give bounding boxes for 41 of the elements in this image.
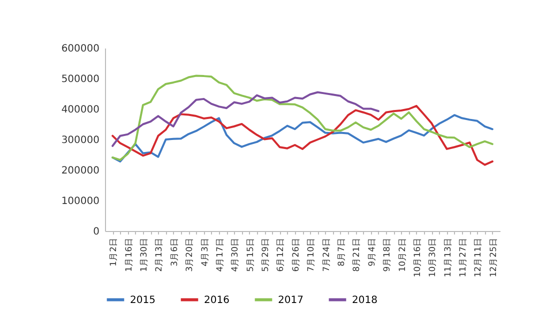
x-tick-label: 8月21日 bbox=[352, 238, 362, 272]
x-tick-label: 5月15日 bbox=[246, 238, 256, 272]
line-series bbox=[112, 91, 380, 147]
x-tick-label: 10月16日 bbox=[412, 238, 423, 278]
line-series bbox=[112, 74, 494, 161]
legend-label: 2015 bbox=[130, 294, 156, 306]
x-tick-label: 4月3日 bbox=[200, 238, 210, 266]
x-tick-label: 10月30日 bbox=[428, 238, 438, 278]
x-tick-label: 4月30日 bbox=[230, 238, 241, 272]
x-tick-label: 8月7日 bbox=[336, 238, 347, 266]
legend-label: 2017 bbox=[278, 294, 304, 306]
x-tick-label: 7月24日 bbox=[322, 238, 332, 272]
x-tick-label: 1月30日 bbox=[139, 238, 150, 272]
x-tick-label: 5月29日 bbox=[261, 238, 272, 272]
x-tick-label: 9月18日 bbox=[382, 238, 393, 272]
line-series bbox=[112, 114, 494, 162]
x-tick-label: 4月17日 bbox=[215, 238, 226, 272]
y-tick-label: 400000 bbox=[61, 104, 100, 116]
x-tick-label: 11月27日 bbox=[458, 238, 469, 278]
y-tick-label: 100000 bbox=[61, 196, 100, 207]
x-tick-label: 1月16日 bbox=[124, 238, 134, 272]
x-tick-label: 3月6日 bbox=[170, 238, 180, 266]
x-tick-label: 2月13日 bbox=[154, 238, 165, 272]
y-tick-label: 300000 bbox=[61, 135, 100, 146]
x-tick-label: 12月25日 bbox=[488, 238, 499, 278]
legend-label: 2016 bbox=[204, 294, 230, 306]
legend-label: 2018 bbox=[352, 294, 378, 306]
x-tick-label: 1月2日 bbox=[109, 238, 120, 266]
y-tick-label: 500000 bbox=[61, 74, 100, 85]
x-tick-label: 6月26日 bbox=[291, 238, 302, 272]
x-tick-label: 9月4日 bbox=[367, 238, 378, 266]
x-tick-label: 12月11日 bbox=[474, 238, 484, 278]
x-tick-label: 3月20日 bbox=[185, 238, 196, 272]
y-tick-label: 200000 bbox=[61, 166, 100, 176]
x-tick-label: 10月2日 bbox=[398, 238, 408, 272]
y-tick-label: 600000 bbox=[61, 44, 100, 54]
y-tick-label: 0 bbox=[93, 226, 100, 238]
line-series bbox=[112, 104, 494, 166]
x-tick-label: 7月10日 bbox=[306, 238, 317, 272]
x-tick-label: 6月12日 bbox=[276, 238, 286, 272]
x-tick-label: 11月13日 bbox=[443, 238, 454, 278]
